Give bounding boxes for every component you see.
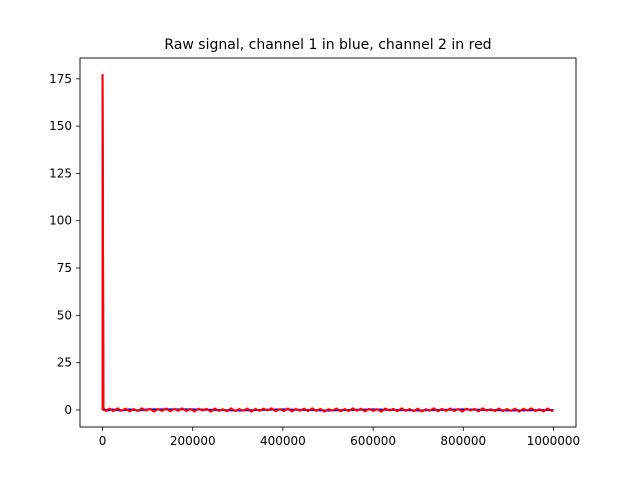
x-tick-label: 200000 (170, 434, 216, 448)
y-tick-label: 100 (49, 214, 72, 228)
series-layer (101, 74, 554, 413)
y-axis: 0 25 50 75 100 125 150 175 (49, 72, 80, 417)
y-tick-label: 25 (57, 356, 72, 370)
x-tick-label: 400000 (260, 434, 306, 448)
series-line-1 (101, 74, 554, 412)
y-tick-label: 50 (57, 308, 72, 322)
x-tick-label: 800000 (440, 434, 486, 448)
x-tick-label: 600000 (350, 434, 396, 448)
y-tick-label: 175 (49, 72, 72, 86)
y-tick-label: 75 (57, 261, 72, 275)
x-axis: 0 200000 400000 600000 800000 1000000 (99, 427, 580, 448)
y-tick-label: 125 (49, 166, 72, 180)
x-tick-label: 0 (99, 434, 107, 448)
plot-frame (79, 57, 577, 428)
y-tick-label: 0 (64, 403, 72, 417)
x-tick-label: 1000000 (527, 434, 580, 448)
y-tick-label: 150 (49, 119, 72, 133)
series-line-2 (101, 74, 554, 413)
chart-title: Raw signal, channel 1 in blue, channel 2… (164, 37, 491, 53)
